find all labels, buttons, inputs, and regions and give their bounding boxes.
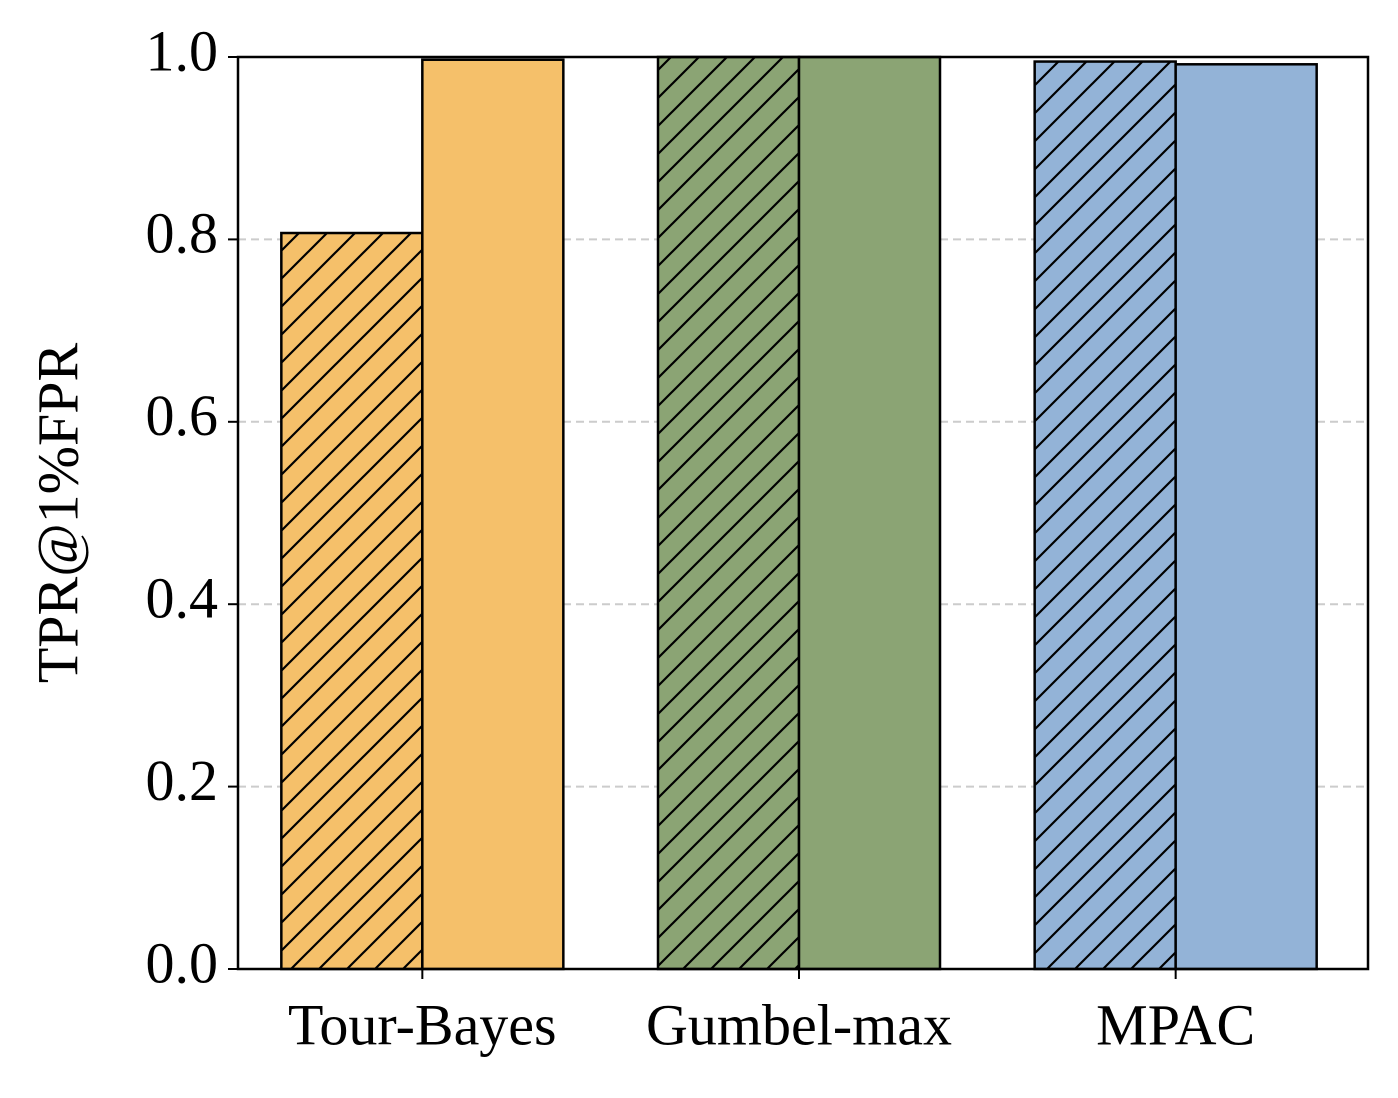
y-tick-label: 0.4 [146, 566, 219, 631]
bar [797, 55, 942, 971]
axes-frame [236, 55, 1370, 971]
bar [1033, 60, 1177, 971]
bar [656, 55, 801, 971]
y-tick-label: 0.2 [146, 748, 219, 813]
y-tick-label: 0.0 [146, 930, 219, 995]
x-tick-label: MPAC [1096, 992, 1255, 1057]
y-axis-label: TPR@1%FPR [25, 343, 90, 684]
bar [421, 58, 565, 971]
bar [1174, 63, 1318, 971]
bar [280, 231, 424, 971]
y-tick-label: 0.6 [146, 383, 219, 448]
y-tick-label: 0.8 [146, 201, 219, 266]
x-tick-label: Gumbel-max [646, 992, 952, 1057]
x-tick-label: Tour-Bayes [288, 992, 557, 1057]
y-tick-label: 1.0 [146, 18, 219, 83]
